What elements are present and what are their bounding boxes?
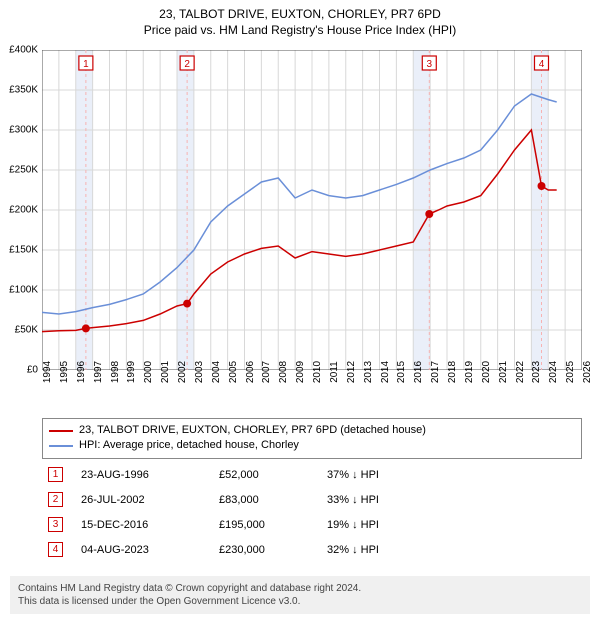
- legend-label: HPI: Average price, detached house, Chor…: [79, 438, 299, 453]
- x-tick-label: 2016: [413, 361, 424, 383]
- y-tick-label: £200K: [9, 205, 38, 216]
- event-date: 04-AUG-2023: [81, 544, 201, 556]
- x-tick-label: 2013: [363, 361, 374, 383]
- x-tick-label: 2024: [548, 361, 559, 383]
- y-tick-label: £350K: [9, 85, 38, 96]
- event-marker-box: 4: [48, 542, 63, 557]
- y-tick-label: £400K: [9, 45, 38, 56]
- events-table: 1 23-AUG-1996 £52,000 37% ↓ HPI 2 26-JUL-2002…: [42, 462, 582, 562]
- x-tick-label: 1994: [42, 361, 53, 383]
- event-date: 23-AUG-1996: [81, 469, 201, 481]
- event-row: 1 23-AUG-1996 £52,000 37% ↓ HPI: [42, 462, 582, 487]
- legend: 23, TALBOT DRIVE, EUXTON, CHORLEY, PR7 6…: [42, 418, 582, 459]
- event-row: 2 26-JUL-2002 £83,000 33% ↓ HPI: [42, 487, 582, 512]
- y-tick-label: £250K: [9, 165, 38, 176]
- legend-label: 23, TALBOT DRIVE, EUXTON, CHORLEY, PR7 6…: [79, 423, 426, 438]
- y-tick-label: £0: [27, 365, 38, 376]
- chart-container: 23, TALBOT DRIVE, EUXTON, CHORLEY, PR7 6…: [0, 0, 600, 620]
- footer-line1: Contains HM Land Registry data © Crown c…: [18, 582, 582, 595]
- event-row: 3 15-DEC-2016 £195,000 19% ↓ HPI: [42, 512, 582, 537]
- x-tick-label: 1996: [76, 361, 87, 383]
- x-tick-label: 2017: [430, 361, 441, 383]
- title-line2: Price paid vs. HM Land Registry's House …: [0, 22, 600, 38]
- footer-line2: This data is licensed under the Open Gov…: [18, 595, 582, 608]
- x-tick-label: 2003: [194, 361, 205, 383]
- chart-svg: 1 2 3 4: [42, 50, 582, 370]
- y-tick-label: £300K: [9, 125, 38, 136]
- chart: 1234 £0£50K£100K£150K£200K£250K£300K£350…: [42, 50, 582, 370]
- legend-swatch: [49, 445, 73, 447]
- x-tick-label: 2026: [582, 361, 593, 383]
- x-tick-label: 2022: [515, 361, 526, 383]
- x-tick-label: 2002: [177, 361, 188, 383]
- title-block: 23, TALBOT DRIVE, EUXTON, CHORLEY, PR7 6…: [0, 0, 600, 38]
- x-tick-label: 2009: [295, 361, 306, 383]
- x-tick-label: 1998: [110, 361, 121, 383]
- event-delta: 32% ↓ HPI: [327, 544, 379, 556]
- x-tick-label: 2014: [380, 361, 391, 383]
- x-tick-label: 2004: [211, 361, 222, 383]
- svg-text:3: 3: [427, 59, 433, 70]
- event-marker-box: 1: [48, 467, 63, 482]
- x-tick-label: 2018: [447, 361, 458, 383]
- x-tick-label: 2019: [464, 361, 475, 383]
- x-tick-label: 1995: [59, 361, 70, 383]
- x-tick-label: 1999: [126, 361, 137, 383]
- x-tick-label: 2006: [245, 361, 256, 383]
- title-line1: 23, TALBOT DRIVE, EUXTON, CHORLEY, PR7 6…: [0, 6, 600, 22]
- x-tick-label: 2008: [278, 361, 289, 383]
- event-date: 26-JUL-2002: [81, 494, 201, 506]
- x-tick-label: 2007: [261, 361, 272, 383]
- svg-text:1: 1: [83, 59, 89, 70]
- event-row: 4 04-AUG-2023 £230,000 32% ↓ HPI: [42, 537, 582, 562]
- footer: Contains HM Land Registry data © Crown c…: [10, 576, 590, 614]
- event-price: £195,000: [219, 519, 309, 531]
- legend-item: 23, TALBOT DRIVE, EUXTON, CHORLEY, PR7 6…: [49, 423, 575, 438]
- x-tick-label: 2015: [396, 361, 407, 383]
- y-tick-label: £150K: [9, 245, 38, 256]
- event-delta: 37% ↓ HPI: [327, 469, 379, 481]
- y-tick-label: £50K: [15, 325, 38, 336]
- x-tick-label: 2023: [531, 361, 542, 383]
- svg-text:2: 2: [184, 59, 190, 70]
- y-tick-label: £100K: [9, 285, 38, 296]
- event-price: £230,000: [219, 544, 309, 556]
- x-tick-label: 2001: [160, 361, 171, 383]
- x-tick-label: 2025: [565, 361, 576, 383]
- event-delta: 33% ↓ HPI: [327, 494, 379, 506]
- x-tick-label: 1997: [93, 361, 104, 383]
- svg-text:4: 4: [539, 59, 545, 70]
- event-price: £83,000: [219, 494, 309, 506]
- event-price: £52,000: [219, 469, 309, 481]
- event-date: 15-DEC-2016: [81, 519, 201, 531]
- event-marker-box: 3: [48, 517, 63, 532]
- x-tick-label: 2005: [228, 361, 239, 383]
- x-tick-label: 2000: [143, 361, 154, 383]
- x-tick-label: 2021: [498, 361, 509, 383]
- x-tick-label: 2012: [346, 361, 357, 383]
- x-tick-label: 2010: [312, 361, 323, 383]
- x-tick-label: 2011: [329, 361, 340, 383]
- event-marker-box: 2: [48, 492, 63, 507]
- legend-item: HPI: Average price, detached house, Chor…: [49, 438, 575, 453]
- event-delta: 19% ↓ HPI: [327, 519, 379, 531]
- legend-swatch: [49, 430, 73, 432]
- x-tick-label: 2020: [481, 361, 492, 383]
